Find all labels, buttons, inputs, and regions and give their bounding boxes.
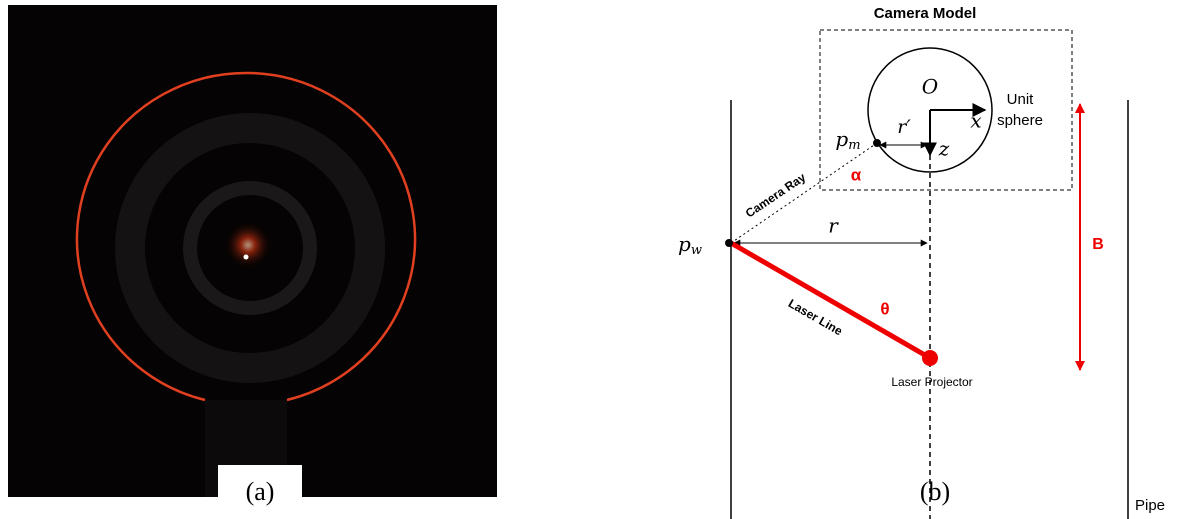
x-label: x — [970, 109, 981, 133]
alpha-label: α — [851, 165, 862, 184]
photo: (a) — [8, 5, 497, 519]
subscript: w — [691, 243, 702, 258]
point — [726, 240, 733, 247]
laser-projector — [922, 350, 938, 366]
b-label: B — [1092, 236, 1104, 253]
p-w-label: pw — [678, 232, 702, 258]
pipe-label: Pipe — [1135, 497, 1165, 514]
origin-label: O — [922, 75, 938, 99]
z-label: z — [938, 137, 950, 161]
diagram — [726, 30, 1129, 519]
r-label: r — [828, 214, 839, 238]
symbol: p — [835, 127, 848, 151]
laser-line — [731, 243, 930, 358]
camera-ray — [731, 143, 877, 243]
p-m-label: pm — [835, 127, 860, 153]
panel-label: (b) — [920, 477, 950, 506]
labels: Camera Model Unit sphere O x z pm r′ α C… — [678, 5, 1165, 514]
symbol: p — [678, 232, 691, 256]
panel-label: (a) — [246, 477, 275, 506]
box-title: Camera Model — [874, 5, 977, 22]
point — [874, 140, 881, 147]
theta-label: θ — [880, 299, 889, 318]
sphere-label: sphere — [997, 112, 1043, 129]
camera-ray-label: Camera Ray — [743, 170, 809, 221]
figure: (a) Camera Model Unit sphere O x z pm r′… — [0, 0, 1183, 519]
sphere-label: Unit — [1007, 91, 1035, 108]
r-prime-label: r′ — [897, 116, 911, 138]
projector-label: Laser Projector — [891, 375, 972, 389]
subscript: m — [848, 138, 860, 153]
